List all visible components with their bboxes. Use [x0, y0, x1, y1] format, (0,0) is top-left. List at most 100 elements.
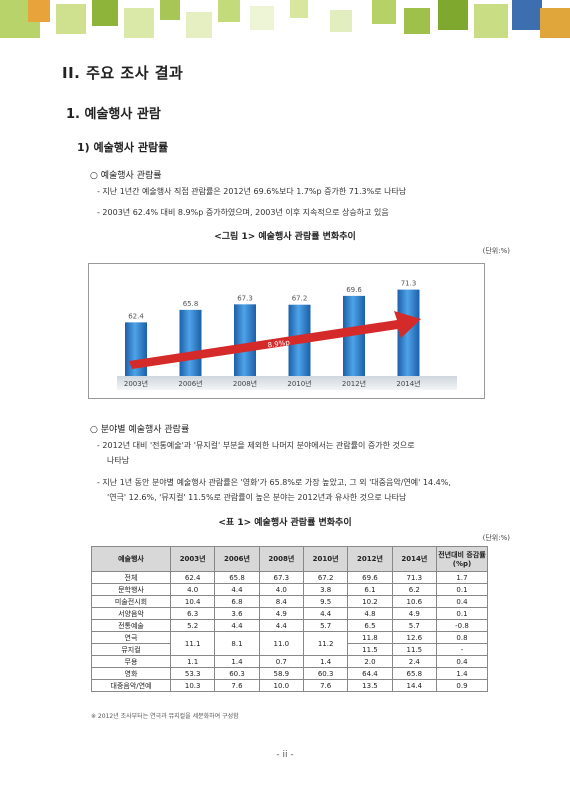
- table-cell: 0.7: [258, 655, 304, 668]
- table-header-row: 예술행사 2003년 2006년 2008년 2010년 2012년 2014년…: [91, 546, 488, 572]
- table-cell: 60.3: [302, 667, 349, 680]
- table-row: 문학행사 4.0 4.4 4.0 3.8 6.1 6.2 0.1: [91, 583, 488, 596]
- table-header: 예술행사: [91, 546, 171, 572]
- table-cell: 서양음악: [91, 607, 171, 620]
- trend-arrow: [129, 311, 421, 369]
- table-cell: 4.4: [214, 583, 260, 596]
- paragraph-line: - 2012년 대비 '전통예술'과 '뮤지컬' 부분을 제외한 나머지 분야에…: [97, 441, 415, 450]
- table-cell: 0.4: [436, 595, 488, 608]
- table-row: 대중음악/연예 10.3 7.6 10.0 7.6 13.5 14.4 0.9: [91, 679, 488, 692]
- table-cell: 58.9: [258, 667, 304, 680]
- table-cell: 대중음악/연예: [91, 679, 171, 692]
- sub-subsection-title: 1) 예술행사 관람률: [77, 141, 169, 154]
- table-cell: 4.4: [258, 619, 304, 632]
- chart-floor: [117, 376, 457, 390]
- table-caption: <표 1> 예술행사 관람률 변화추이: [218, 518, 352, 528]
- table-cell: 11.1: [169, 631, 216, 656]
- table-cell: 11.2: [302, 631, 349, 656]
- bar-chart: 62.4 2003년 65.8 2006년 67.3 2008년 67.2 2010년 69.6…: [117, 280, 457, 390]
- table-cell: 8.1: [214, 631, 260, 656]
- chart-data-label: 67.2: [292, 295, 308, 303]
- chart-data-label: 71.3: [401, 280, 417, 288]
- header-banner: [0, 0, 570, 38]
- table-row: 연극 11.1 8.1 11.0 11.2 11.8 12.6 0.8: [91, 631, 488, 656]
- table-cell: 10.3: [169, 679, 216, 692]
- table-cell: 9.5: [302, 595, 349, 608]
- table-cell: 영화: [91, 667, 171, 680]
- table-cell: 5.7: [391, 619, 438, 632]
- chart-data-label: 65.8: [183, 300, 199, 308]
- table-cell: 미술전시회: [91, 595, 171, 608]
- table-cell: 1.4: [214, 655, 260, 668]
- table-cell: 0.4: [436, 655, 488, 668]
- paragraph-line: - 지난 1년 동안 분야별 예술행사 관람률은 '영화'가 65.8%로 가장…: [97, 478, 451, 487]
- table-cell: 69.6: [347, 571, 393, 584]
- table-cell: 3.8: [302, 583, 349, 596]
- page-number: - ii -: [276, 750, 294, 760]
- figure-unit: (단위:%): [482, 247, 510, 255]
- table-header: 2014년: [391, 546, 438, 572]
- trend-annotation: 8.9%p: [267, 338, 291, 349]
- table-unit: (단위:%): [482, 534, 510, 542]
- table-cell: 4.8: [347, 607, 393, 620]
- table-cell: 64.4: [347, 667, 393, 680]
- table-cell: 문학행사: [91, 583, 171, 596]
- table-cell: 11.5: [347, 643, 393, 656]
- table-header: 2003년: [169, 546, 216, 572]
- chart-category-label: 2006년: [178, 379, 202, 388]
- table-cell: 7.6: [214, 679, 260, 692]
- chart-category-label: 2012년: [342, 379, 366, 388]
- table-cell: 67.3: [258, 571, 304, 584]
- table-cell: 뮤지컬: [91, 643, 171, 656]
- table-cell: 14.4: [391, 679, 438, 692]
- table-cell: 6.2: [391, 583, 438, 596]
- table-cell: 1.1: [169, 655, 216, 668]
- table-row: 전통예술 5.2 4.4 4.4 5.7 6.5 5.7 -0.8: [91, 619, 488, 632]
- table-cell: 53.3: [169, 667, 216, 680]
- table-header: 2012년: [347, 546, 393, 572]
- table-header: 2006년: [214, 546, 260, 572]
- table-cell: 12.6: [391, 631, 438, 644]
- table-cell: 0.1: [436, 607, 488, 620]
- table-cell: 71.3: [391, 571, 438, 584]
- table-cell: 11.8: [347, 631, 393, 644]
- paragraph-line: - 2003년 62.4% 대비 8.9%p 증가하였으며, 2003년 이후 …: [97, 208, 389, 217]
- paragraph-line: - 지난 1년간 예술행사 직접 관람률은 2012년 69.6%보다 1.7%…: [97, 187, 407, 196]
- table-cell: -: [436, 643, 488, 656]
- table-row: 미술전시회 10.4 6.8 8.4 9.5 10.2 10.6 0.4: [91, 595, 488, 608]
- table-cell: 6.1: [347, 583, 393, 596]
- table-cell: 2.0: [347, 655, 393, 668]
- figure-caption: <그림 1> 예술행사 관람률 변화추이: [214, 232, 356, 242]
- table-cell: 67.2: [302, 571, 349, 584]
- subsection-title: 1. 예술행사 관람: [66, 107, 161, 122]
- table-cell: -0.8: [436, 619, 488, 632]
- table-cell: 0.9: [436, 679, 488, 692]
- chart-bar: [179, 309, 202, 376]
- table-cell: 전체: [91, 571, 171, 584]
- table-cell: 60.3: [214, 667, 260, 680]
- chart-frame: 62.4 2003년 65.8 2006년 67.3 2008년 67.2 2010년 69.6…: [88, 263, 485, 399]
- bullet-attendance: ○ 예술행사 관람률: [90, 171, 162, 181]
- table-cell: 10.0: [258, 679, 304, 692]
- table-header: 2008년: [258, 546, 304, 572]
- attendance-table: 예술행사 2003년 2006년 2008년 2010년 2012년 2014년…: [91, 546, 488, 692]
- table-note: ※ 2012년 조사부터는 연극과 뮤지컬을 세분화하여 구성함: [91, 713, 239, 720]
- table-cell: 4.4: [302, 607, 349, 620]
- chart-bar: [234, 304, 256, 376]
- table-cell: 62.4: [169, 571, 216, 584]
- table-cell: 전통예술: [91, 619, 171, 632]
- table-cell: 4.0: [169, 583, 216, 596]
- table-cell: 11.0: [258, 631, 304, 656]
- table-cell: 4.4: [214, 619, 260, 632]
- table-cell: 7.6: [302, 679, 349, 692]
- paragraph-line: '연극' 12.6%, '뮤지컬' 11.5%로 관람률이 높은 분야는 201…: [107, 493, 407, 502]
- bullet-by-genre: ○ 분야별 예술행사 관람률: [90, 425, 190, 435]
- chart-category-label: 2003년: [124, 379, 148, 388]
- paragraph-line: 나타남: [107, 456, 130, 465]
- table-cell: 10.4: [169, 595, 216, 608]
- table-cell: 8.4: [258, 595, 304, 608]
- table-header: 전년대비 증감률(%p): [436, 546, 488, 572]
- chart-category-label: 2008년: [233, 379, 257, 388]
- table-cell: 1.4: [436, 667, 488, 680]
- table-cell: 0.1: [436, 583, 488, 596]
